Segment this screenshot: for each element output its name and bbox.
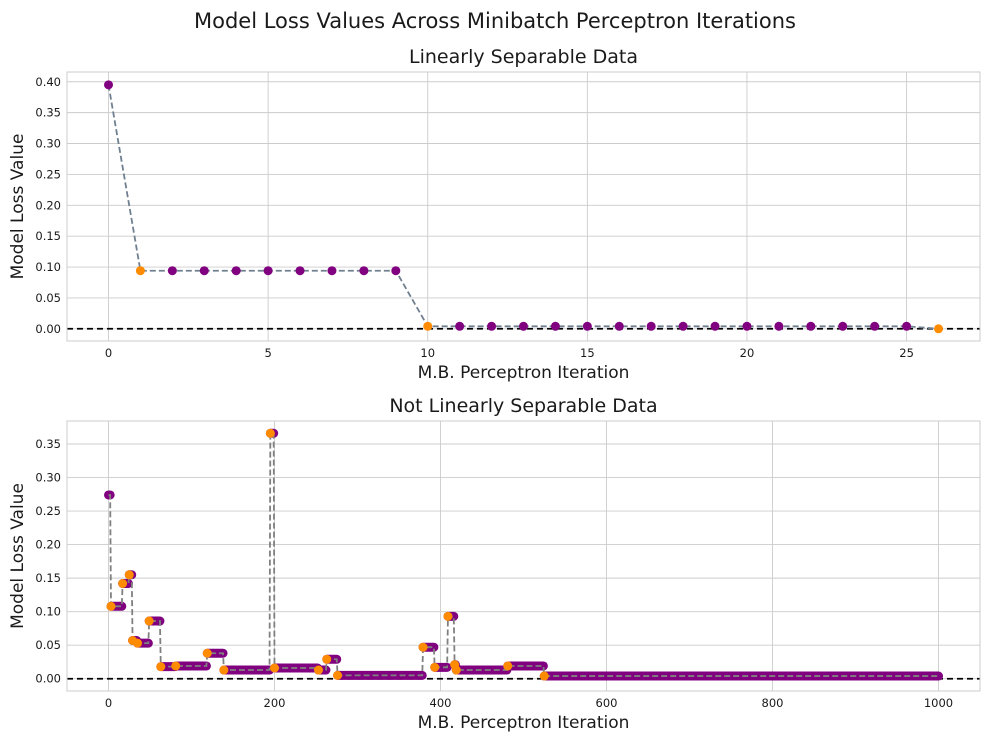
update-point [418,642,428,652]
update-point [118,578,128,588]
update-point [171,661,181,671]
update-point [443,611,453,621]
subplot-title: Not Linearly Separable Data [389,395,657,417]
figure-suptitle: Model Loss Values Across Minibatch Perce… [194,9,796,33]
x-tick-label: 1000 [924,696,953,710]
y-tick-label: 0.40 [35,75,61,89]
loss-point [263,266,273,276]
x-tick-label: 25 [899,346,914,360]
update-point [133,638,143,648]
update-point [156,662,166,672]
loss-point [870,321,880,331]
loss-point [295,266,305,276]
y-tick-label: 0.15 [35,229,61,243]
x-axis-label: M.B. Perceptron Iteration [418,713,630,733]
x-tick-label: 20 [740,346,755,360]
loss-line [108,432,939,677]
y-tick-label: 0.20 [35,538,61,552]
loss-point [614,321,624,331]
y-tick-label: 0.10 [35,605,61,619]
loss-point [902,321,912,331]
loss-point [327,266,337,276]
x-tick-label: 0 [105,696,112,710]
y-tick-label: 0.25 [35,504,61,518]
update-point [322,654,332,664]
loss-point [104,80,113,90]
update-point [202,648,212,658]
y-tick-label: 0.05 [35,638,61,652]
update-point [219,665,229,675]
loss-point [231,266,241,276]
x-tick-label: 15 [580,346,595,360]
x-tick-label: 400 [430,696,452,710]
plot-frame [66,420,981,692]
x-axis-label: M.B. Perceptron Iteration [418,363,630,383]
update-point [144,616,154,626]
y-tick-label: 0.30 [35,137,61,151]
loss-point [550,321,560,331]
update-point [265,428,275,438]
loss-point [455,321,465,331]
y-axis-label: Model Loss Value [8,483,28,629]
y-tick-label: 0.25 [35,167,61,181]
loss-point [199,266,209,276]
update-point [539,671,549,681]
x-tick-label: 200 [264,696,286,710]
update-point [934,324,943,334]
x-tick-label: 5 [264,346,271,360]
x-tick-label: 0 [105,346,112,360]
loss-point [806,321,816,331]
loss-point [167,266,177,276]
y-tick-label: 0.10 [35,260,61,274]
subplot-title: Linearly Separable Data [409,46,638,68]
loss-point [391,266,401,276]
subplot-1: 0 200 400 600 800 1000 0.00 0.05 0.10 0.15 0.20 0.2… [8,395,981,733]
x-tick-label: 10 [420,346,435,360]
loss-point [582,321,592,331]
x-tick-label: 600 [596,696,618,710]
update-point [106,601,116,611]
loss-point [838,321,848,331]
y-tick-label: 0.05 [35,291,61,305]
y-axis-label: Model Loss Value [8,134,28,280]
loss-point [487,321,497,331]
update-point [451,665,461,675]
update-point [270,663,279,673]
update-point [135,266,145,276]
y-tick-label: 0.00 [35,672,61,686]
y-tick-label: 0.00 [35,322,61,336]
y-tick-label: 0.20 [35,198,61,212]
y-tick-label: 0.35 [35,106,61,120]
plot-frame [66,71,981,342]
loss-point [646,321,656,331]
y-tick-label: 0.35 [35,437,61,451]
y-tick-label: 0.30 [35,471,61,485]
update-point [503,661,513,671]
loss-point [359,266,369,276]
update-point [423,321,433,331]
update-point [333,670,343,680]
update-point [430,662,440,672]
subplot-0: 0 5 10 15 20 25 0.00 0.05 0.10 0.15 0.20 0.25 0.30 0.… [8,46,981,383]
loss-point [774,321,784,331]
update-point [124,570,134,580]
loss-point [742,321,752,331]
loss-point [678,321,688,331]
loss-point [519,321,528,331]
x-tick-label: 800 [762,696,784,710]
y-tick-label: 0.15 [35,571,61,585]
update-point [313,665,323,675]
loss-point [710,321,720,331]
